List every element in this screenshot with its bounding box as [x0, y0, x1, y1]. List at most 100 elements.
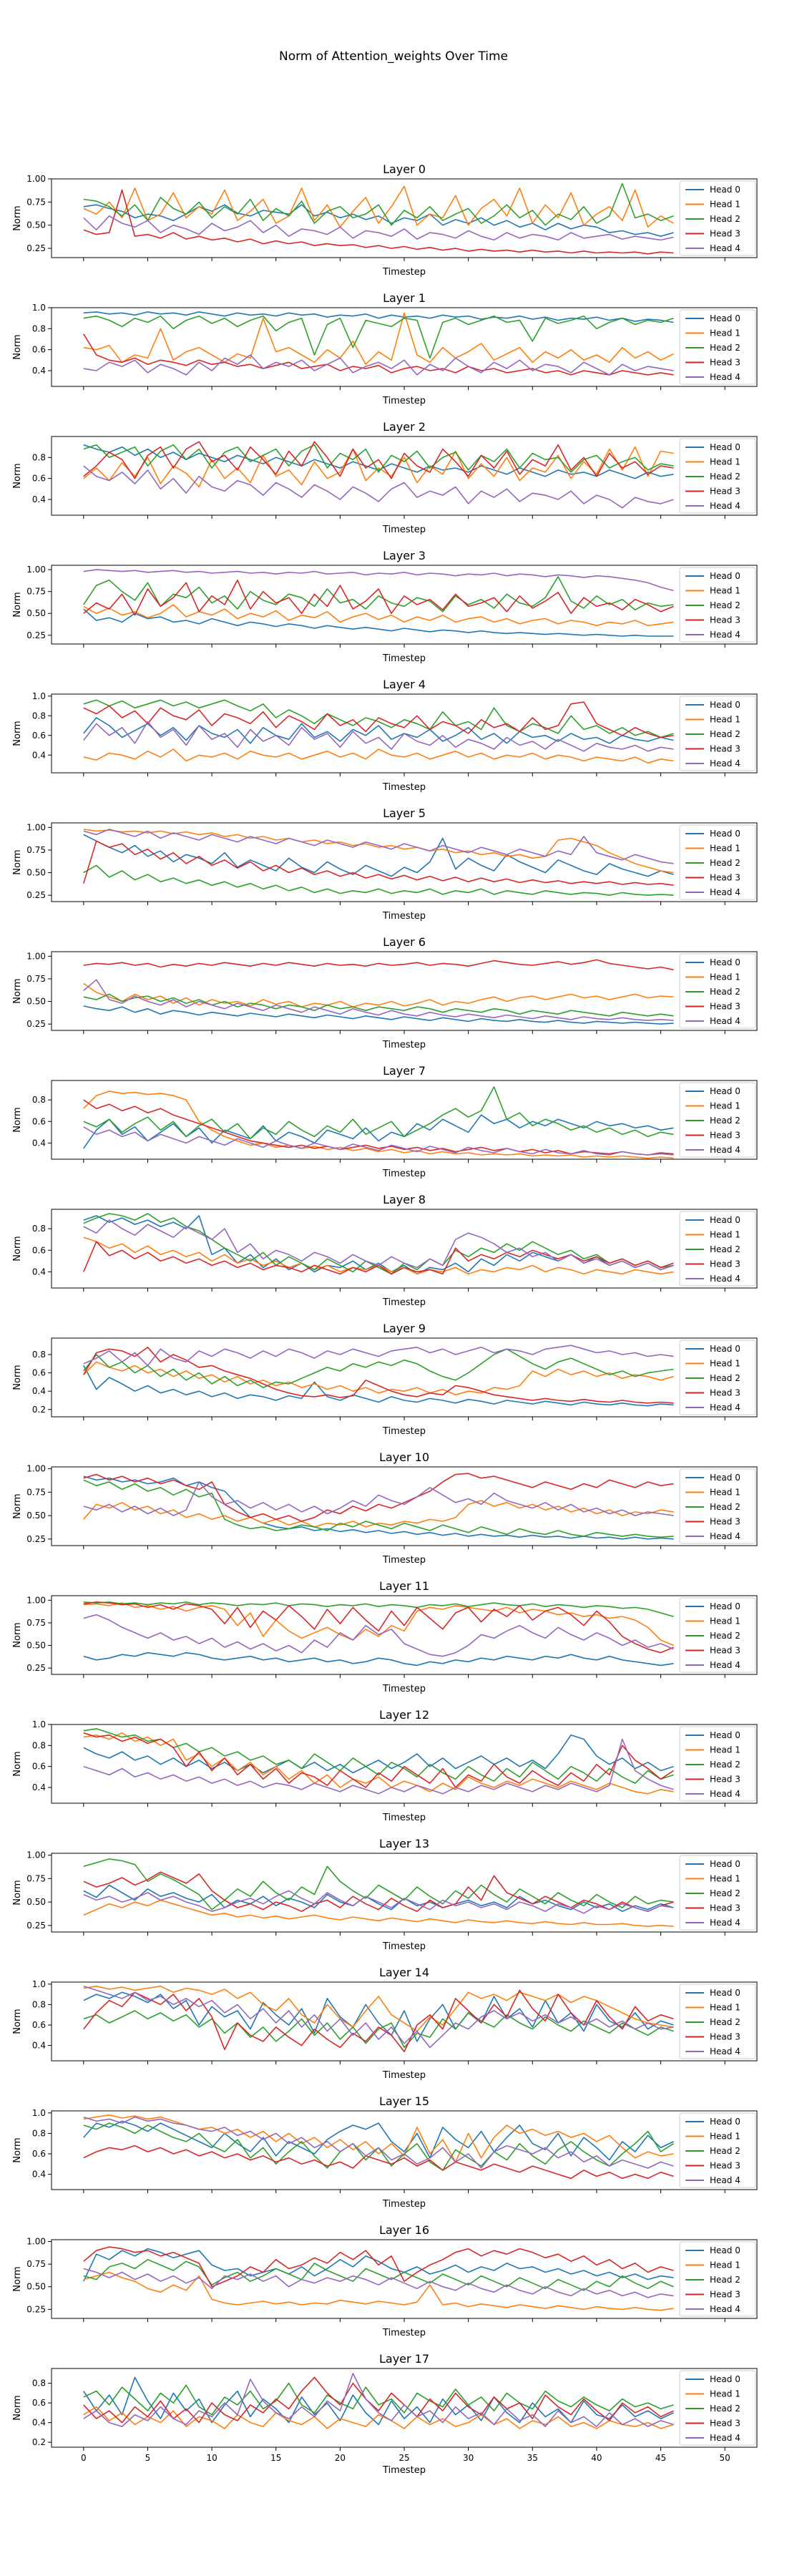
- y-tick-label: 0.2: [32, 1405, 46, 1415]
- panels-group: Layer 0Norm0.250.500.751.00TimestepHead …: [12, 162, 758, 2476]
- axes-frame: [51, 1981, 758, 2062]
- y-tick-label: 0.75: [26, 2259, 46, 2269]
- series-line-head-3: [83, 1871, 674, 1912]
- x-axis-label: Timestep: [382, 1941, 426, 1952]
- y-tick-label: 0.75: [26, 1873, 46, 1883]
- series-line-head-0: [83, 1884, 674, 1912]
- legend-box: [679, 1855, 756, 1931]
- legend-label-head-3: Head 3: [710, 1259, 740, 1269]
- series-line-head-1: [83, 604, 674, 627]
- y-axis-label: Norm: [12, 1365, 23, 1390]
- x-tick-label: 10: [206, 2453, 217, 2463]
- axes-frame: [51, 1595, 758, 1675]
- y-tick-label: 0.50: [26, 220, 46, 230]
- series-line-head-1: [83, 1602, 674, 1646]
- legend-box: [679, 1984, 756, 2059]
- series-line-head-1: [83, 982, 674, 1008]
- legend-label-head-2: Head 2: [710, 729, 740, 739]
- panel-title: Layer 7: [383, 1064, 426, 1078]
- legend-label-head-3: Head 3: [710, 2032, 740, 2042]
- legend-label-head-4: Head 4: [710, 630, 740, 640]
- figure-title: Norm of Attention_weights Over Time: [279, 49, 508, 64]
- y-tick-label: 0.4: [32, 2418, 46, 2428]
- legend-box: [679, 180, 756, 256]
- legend-box: [679, 1082, 756, 1158]
- x-tick-label: 20: [335, 2453, 346, 2463]
- legend-label-head-1: Head 1: [710, 1230, 740, 1240]
- x-axis-label: Timestep: [382, 653, 426, 664]
- panel-title: Layer 4: [383, 678, 426, 691]
- legend-box: [679, 2112, 756, 2188]
- series-line-head-4: [83, 979, 674, 1021]
- series-line-head-0: [83, 834, 674, 877]
- y-tick-label: 0.25: [26, 890, 46, 900]
- legend-label-head-3: Head 3: [710, 229, 740, 239]
- legend-label-head-2: Head 2: [710, 1888, 740, 1898]
- y-tick-label: 0.50: [26, 1511, 46, 1521]
- legend-label-head-1: Head 1: [710, 715, 740, 725]
- series-line-head-0: [83, 1734, 674, 1774]
- legend-label-head-4: Head 4: [710, 1789, 740, 1799]
- y-tick-label: 1.00: [26, 1595, 46, 1605]
- legend-label-head-0: Head 0: [710, 313, 740, 323]
- y-tick-label: 0.6: [32, 2398, 46, 2408]
- legend-label-head-1: Head 1: [710, 2260, 740, 2270]
- y-tick-label: 1.00: [26, 951, 46, 961]
- panel-title: Layer 2: [383, 420, 426, 434]
- series-line-head-4: [83, 354, 674, 376]
- y-tick-label: 0.2: [32, 2437, 46, 2447]
- legend-box: [679, 2370, 756, 2446]
- panel-title: Layer 13: [379, 1837, 429, 1850]
- panel-title: Layer 17: [379, 2352, 429, 2366]
- series-line-head-2: [83, 1858, 674, 1911]
- legend-box: [679, 1726, 756, 1802]
- series-line-head-4: [83, 1985, 674, 2049]
- panel-layer-5: Layer 5 Norm 0.25 0.50 0.75 1.00 Timestep Head …: [12, 806, 758, 922]
- y-tick-label: 0.8: [32, 1350, 46, 1360]
- legend-label-head-1: Head 1: [710, 586, 740, 596]
- legend-label-head-4: Head 4: [710, 2433, 740, 2443]
- legend-label-head-0: Head 0: [710, 1215, 740, 1225]
- x-axis-label: Timestep: [382, 525, 426, 535]
- series-line-head-4: [83, 215, 674, 241]
- legend-label-head-3: Head 3: [710, 487, 740, 497]
- series-line-head-3: [83, 1601, 674, 1654]
- y-axis-label: Norm: [12, 2137, 23, 2162]
- series-line-head-2: [83, 699, 674, 738]
- panel-layer-14: Layer 14 Norm 0.4 0.6 0.8 1.0 Timestep Head 0 He…: [12, 1966, 758, 2081]
- x-axis-label: Timestep: [382, 911, 426, 922]
- series-line-head-4: [83, 1345, 674, 1367]
- y-tick-label: 0.4: [32, 494, 46, 504]
- legend-label-head-4: Head 4: [710, 2304, 740, 2314]
- x-tick-label: 50: [720, 2453, 730, 2463]
- series-line-head-4: [83, 721, 674, 752]
- panel-title: Layer 15: [379, 2094, 429, 2108]
- series-line-head-1: [83, 1361, 674, 1396]
- series-line-head-1: [83, 1732, 674, 1795]
- legend-box: [679, 1211, 756, 1287]
- legend-label-head-1: Head 1: [710, 200, 740, 210]
- y-axis-label: Norm: [12, 592, 23, 617]
- y-axis-label: Norm: [12, 978, 23, 1003]
- series-line-head-4: [83, 829, 674, 864]
- legend-label-head-2: Head 2: [710, 472, 740, 482]
- y-axis-label: Norm: [12, 721, 23, 746]
- panel-title: Layer 16: [379, 2223, 429, 2237]
- series-line-head-3: [83, 579, 674, 616]
- series-line-head-3: [83, 701, 674, 738]
- legend-label-head-1: Head 1: [710, 1359, 740, 1369]
- y-tick-label: 0.25: [26, 243, 46, 253]
- series-line-head-1: [83, 1500, 674, 1528]
- legend-label-head-4: Head 4: [710, 1274, 740, 1284]
- series-line-head-0: [83, 2120, 674, 2161]
- series-line-head-2: [83, 1086, 674, 1140]
- y-axis-label: Norm: [12, 205, 23, 230]
- series-line-head-2: [83, 1728, 674, 1784]
- series-line-head-3: [83, 1347, 674, 1404]
- legend-label-head-4: Head 4: [710, 243, 740, 253]
- legend-label-head-4: Head 4: [710, 1918, 740, 1928]
- series-line-head-0: [83, 1005, 674, 1025]
- legend-label-head-1: Head 1: [710, 1101, 740, 1111]
- y-tick-label: 0.50: [26, 997, 46, 1007]
- panel-layer-8: Layer 8 Norm 0.4 0.6 0.8 Timestep Head 0 Head 1…: [12, 1193, 758, 1308]
